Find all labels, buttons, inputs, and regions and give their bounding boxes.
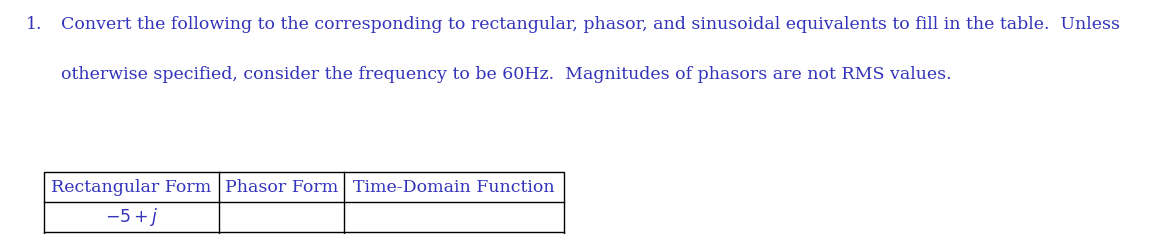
Text: $-5+j$: $-5+j$: [105, 206, 159, 228]
Text: otherwise specified, consider the frequency to be 60Hz.  Magnitudes of phasors a: otherwise specified, consider the freque…: [61, 66, 951, 83]
Text: Convert the following to the corresponding to rectangular, phasor, and sinusoida: Convert the following to the correspondi…: [61, 16, 1119, 33]
Text: Phasor Form: Phasor Form: [225, 179, 338, 195]
Text: Time-Domain Function: Time-Domain Function: [353, 179, 555, 195]
Text: Rectangular Form: Rectangular Form: [51, 179, 211, 195]
Text: 1.: 1.: [26, 16, 42, 33]
